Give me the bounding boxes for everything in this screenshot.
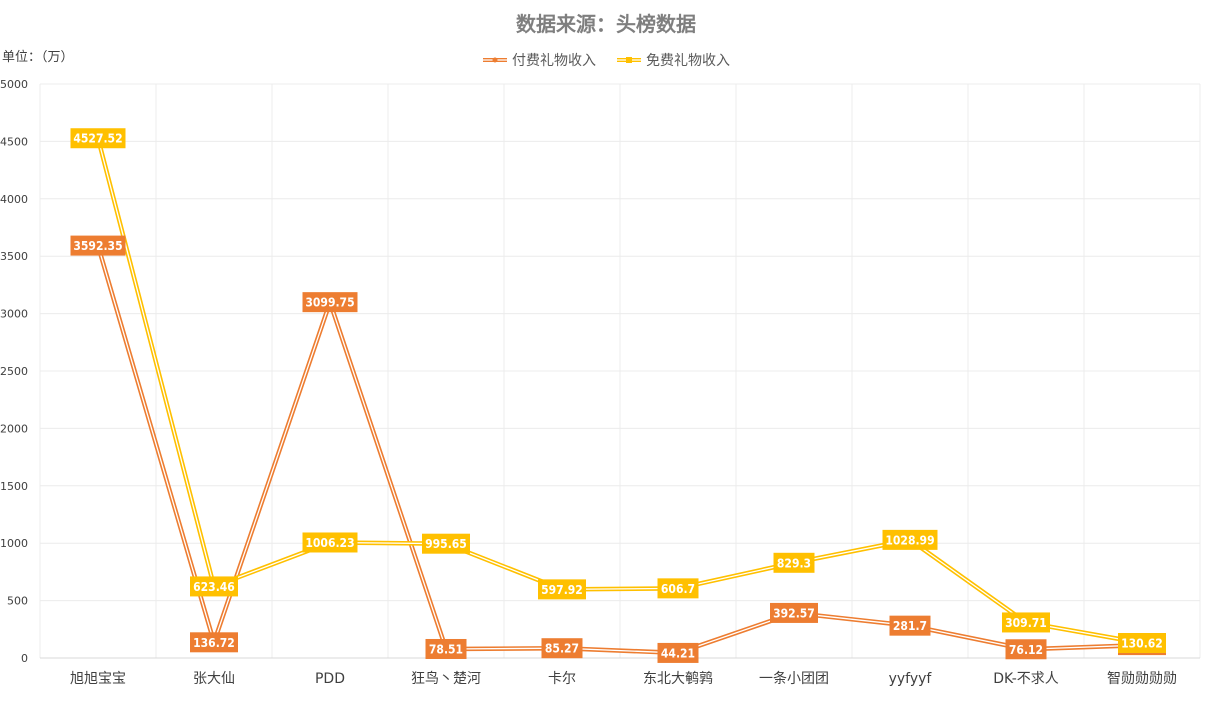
data-label-box (1005, 639, 1047, 660)
data-label-text: 829.3 (777, 556, 811, 570)
data-label-text: 3592.35 (73, 239, 122, 253)
data-label-box (538, 579, 586, 600)
legend-swatch-free (617, 57, 641, 63)
data-label-text: 309.71 (1005, 616, 1047, 630)
data-label-box (882, 529, 938, 550)
y-tick-label: 2500 (0, 365, 28, 378)
data-label-box (70, 128, 126, 149)
x-tick-label: 卡尔 (548, 671, 576, 687)
y-tick-label: 500 (7, 595, 28, 608)
data-label-box (302, 292, 358, 313)
x-tick-label: 旭旭宝宝 (70, 671, 126, 687)
data-label-box (889, 615, 931, 636)
data-label: 995.65 (422, 533, 470, 554)
data-label: 130.62 (1118, 633, 1166, 654)
data-label-text: 606.7 (661, 582, 695, 596)
data-label: 44.21 (657, 642, 699, 663)
x-tick-label: 东北大鹌鹑 (643, 670, 713, 687)
data-label-text: 76.12 (1009, 643, 1043, 657)
legend-label-paid: 付费礼物收入 (512, 53, 596, 69)
data-label-text: 136.72 (193, 636, 235, 650)
data-label-box (1002, 612, 1050, 633)
legend: 付费礼物收入 免费礼物收入 (0, 50, 1212, 70)
x-tick-label: 张大仙 (193, 671, 235, 687)
data-label-text: 392.57 (773, 606, 815, 620)
data-label-box (190, 576, 238, 597)
data-label: 4527.52 (70, 128, 126, 149)
data-label-text: 1006.23 (305, 536, 354, 550)
legend-item-free[interactable]: 免费礼物收入 (616, 50, 730, 70)
x-tick-label: 狂鸟丶楚河 (411, 671, 481, 687)
data-label-box (70, 235, 126, 256)
data-label-text: 623.46 (193, 580, 235, 594)
data-label: 85.27 (541, 638, 583, 659)
x-tick-label: PDD (315, 671, 345, 687)
data-label: 136.72 (190, 632, 238, 653)
y-tick-label: 1000 (0, 537, 28, 550)
y-tick-label: 1500 (0, 480, 28, 493)
legend-label-free: 免费礼物收入 (646, 53, 730, 69)
data-label: 829.3 (773, 552, 815, 573)
legend-swatch-paid (483, 57, 507, 63)
data-label-text: 78.51 (429, 642, 463, 656)
data-label: 1006.23 (302, 532, 358, 553)
data-label: 76.12 (1005, 639, 1047, 660)
y-tick-label: 5000 (0, 78, 28, 91)
data-label: 623.46 (190, 576, 238, 597)
data-label-text: 4527.52 (73, 132, 122, 146)
data-label-box (190, 632, 238, 653)
y-tick-label: 3000 (0, 308, 28, 321)
data-label-text: 130.62 (1121, 637, 1163, 651)
series-line-inner-1 (97, 138, 1143, 644)
data-label-box (541, 638, 583, 659)
data-label-box (302, 532, 358, 553)
data-label: 78.51 (425, 638, 467, 659)
data-label: 606.7 (657, 578, 699, 599)
x-tick-label: DK-不求人 (993, 671, 1059, 687)
data-label-box (657, 642, 699, 663)
data-label-text: 85.27 (545, 642, 579, 656)
chart-title: 数据来源：头榜数据 (516, 12, 696, 36)
x-tick-label: 一条小团团 (759, 670, 829, 687)
data-label-text: 44.21 (661, 646, 695, 660)
data-label-text: 281.7 (893, 619, 927, 633)
data-label-box (425, 638, 467, 659)
y-tick-label: 4000 (0, 193, 28, 206)
data-label: 392.57 (770, 602, 818, 623)
y-tick-label: 4500 (0, 135, 28, 148)
data-label: 1028.99 (882, 529, 938, 550)
series-line-inner-0 (97, 245, 1143, 654)
x-tick-label: yyfyyf (889, 671, 933, 687)
data-label-text: 597.92 (541, 583, 583, 597)
data-label-box (1118, 633, 1166, 654)
data-label-text: 995.65 (425, 537, 467, 551)
data-label: 281.7 (889, 615, 931, 636)
data-label: 597.92 (538, 579, 586, 600)
data-label-box (422, 533, 470, 554)
data-label-text: 1028.99 (885, 533, 934, 547)
x-tick-label: 智勋勋勋勋 (1107, 671, 1177, 687)
data-label-box (773, 552, 815, 573)
data-label-text: 3099.75 (305, 296, 354, 310)
y-tick-label: 0 (21, 652, 28, 665)
y-tick-label: 3500 (0, 250, 28, 263)
data-label: 3099.75 (302, 292, 358, 313)
data-label: 309.71 (1002, 612, 1050, 633)
legend-item-paid[interactable]: 付费礼物收入 (482, 50, 596, 70)
data-label-box (657, 578, 699, 599)
data-label-box (770, 602, 818, 623)
unit-label: 单位：（万） (2, 50, 74, 65)
y-tick-label: 2000 (0, 422, 28, 435)
data-label: 3592.35 (70, 235, 126, 256)
